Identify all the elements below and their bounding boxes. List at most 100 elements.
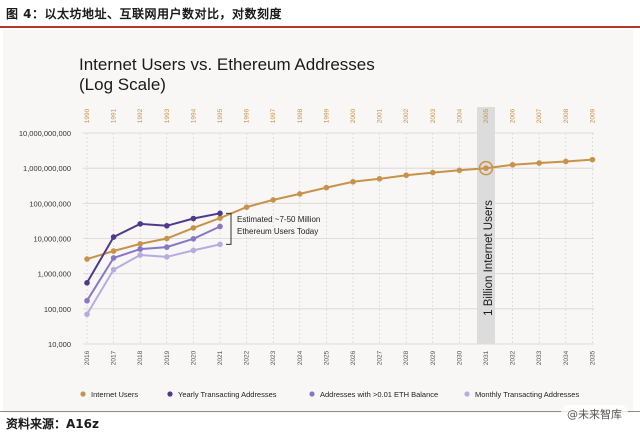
data-point-3	[137, 252, 143, 258]
x-tick-label-top: 2007	[536, 108, 543, 123]
x-tick-label-top: 1998	[297, 108, 304, 123]
data-point-1	[84, 279, 90, 286]
data-point-0	[403, 172, 410, 179]
data-point-0	[509, 161, 516, 168]
figure-caption: 图 4：以太坊地址、互联网用户数对比，对数刻度	[6, 7, 283, 21]
data-point-0	[456, 167, 463, 174]
series-line-1	[86, 212, 221, 284]
series-line-2	[86, 225, 221, 302]
highlight-label: 1 Billion Internet Users	[483, 200, 495, 316]
data-point-0	[137, 241, 143, 247]
footer-divider	[0, 411, 640, 412]
x-tick-label-bottom: 2034	[563, 350, 570, 365]
series-line-0	[86, 158, 593, 261]
legend-label: Addresses with >0.01 ETH Balance	[320, 390, 438, 399]
x-tick-label-top: 2000	[350, 108, 357, 123]
x-tick-label-top: 1990	[84, 108, 91, 123]
chart-subtitle: (Log Scale)	[79, 75, 166, 94]
grid-layer	[83, 132, 594, 345]
watermark: @未来智库	[561, 405, 628, 423]
highlight-band	[477, 107, 495, 344]
x-tick-label-bottom: 2024	[297, 350, 304, 365]
x-tick-label-top: 2003	[430, 108, 437, 123]
source-note: 资料来源：A16z	[6, 417, 99, 431]
annotation-layer: Estimated ~7-50 Million Ethereum Users To…	[226, 212, 320, 245]
series-layer	[84, 156, 596, 318]
data-point-0	[563, 158, 569, 165]
legend-marker	[464, 391, 470, 397]
x-tick-label-top: 2006	[510, 108, 517, 123]
y-tick-label: 1,000,000	[38, 270, 71, 279]
x-tick-label-bottom: 2019	[164, 350, 171, 365]
data-point-1	[110, 234, 117, 240]
legend-marker	[167, 391, 173, 397]
x-tick-label-top: 1991	[111, 108, 118, 123]
x-tick-label-bottom: 2035	[589, 350, 596, 365]
x-tick-label-top: 2008	[563, 108, 570, 123]
x-tick-label-bottom: 2033	[536, 350, 543, 365]
data-point-0	[164, 235, 170, 242]
x-tick-label-bottom: 2020	[190, 350, 197, 365]
data-point-0	[589, 156, 596, 163]
legend-label: Monthly Transacting Addresses	[475, 390, 579, 399]
chart-title: Internet Users vs. Ethereum Addresses	[79, 55, 375, 74]
data-point-1	[137, 221, 143, 227]
data-point-0	[376, 175, 383, 182]
data-point-0	[430, 169, 436, 176]
y-tick-label: 100,000	[44, 305, 71, 314]
data-point-3	[110, 266, 117, 273]
data-point-0	[270, 197, 277, 203]
data-point-2	[110, 255, 117, 261]
x-tick-label-top: 1992	[137, 108, 144, 123]
data-point-2	[84, 297, 90, 304]
x-tick-label-bottom: 2021	[217, 350, 224, 365]
legend-marker	[309, 391, 315, 397]
x-tick-label-top: 2002	[403, 108, 410, 123]
data-point-1	[217, 210, 223, 217]
data-point-1	[190, 215, 197, 222]
annotation-bracket	[226, 212, 232, 245]
x-tick-label-bottom: 2030	[456, 350, 463, 365]
data-point-3	[190, 247, 197, 254]
legend-marker	[80, 391, 86, 397]
data-point-0	[483, 165, 489, 171]
x-tick-label-top: 2009	[589, 108, 596, 123]
x-tick-label-top: 1997	[270, 108, 277, 123]
data-point-2	[137, 246, 143, 252]
chart-svg: Internet Users vs. Ethereum Addresses (L…	[19, 55, 597, 399]
chart-panel: Internet Users vs. Ethereum Addresses (L…	[3, 30, 633, 413]
data-point-0	[297, 191, 303, 197]
data-point-3	[84, 311, 90, 318]
highlight-ring	[478, 160, 494, 176]
x-tick-label-top: 2005	[483, 108, 490, 123]
x-tick-label-bottom: 2031	[483, 350, 490, 365]
x-tick-label-bottom: 2016	[84, 350, 91, 365]
data-point-0	[243, 204, 250, 210]
x-tick-label-top: 2001	[377, 108, 384, 123]
x-tick-label-top: 2004	[456, 108, 463, 123]
x-tick-label-bottom: 2028	[403, 350, 410, 365]
data-point-2	[190, 236, 197, 242]
y-tick-label: 10,000,000,000	[19, 129, 71, 138]
data-point-0	[323, 184, 330, 191]
data-point-2	[164, 244, 170, 250]
x-tick-label-bottom: 2029	[430, 350, 437, 365]
data-point-3	[217, 241, 223, 248]
y-tick-label: 10,000,000	[33, 235, 71, 244]
x-tick-label-top: 1995	[217, 108, 224, 123]
x-tick-label-bottom: 2027	[377, 350, 384, 365]
data-point-2	[217, 223, 223, 230]
y-tick-label: 1,000,000,000	[23, 164, 71, 173]
data-point-0	[84, 256, 90, 262]
caption-bar: 图 4：以太坊地址、互联网用户数对比，对数刻度	[0, 0, 640, 28]
series-line-3	[86, 243, 221, 315]
x-tick-label-bottom: 2022	[244, 350, 251, 365]
legend-layer: Internet Users Yearly Transacting Address…	[80, 390, 579, 399]
x-tick-label-top: 1994	[190, 108, 197, 123]
x-tick-label-top: 1999	[323, 108, 330, 123]
y-tick-label: 100,000,000	[29, 199, 71, 208]
data-point-1	[164, 222, 170, 229]
data-point-0	[190, 225, 197, 231]
highlight-layer: 1 Billion Internet Users	[477, 107, 495, 344]
data-point-0	[536, 160, 542, 166]
